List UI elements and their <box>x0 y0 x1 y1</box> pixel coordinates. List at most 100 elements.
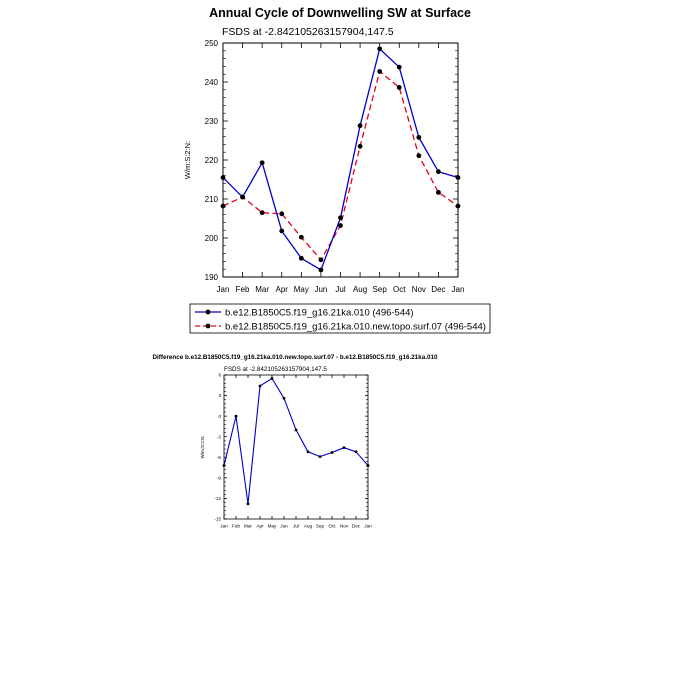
legend-marker-2 <box>205 323 211 329</box>
chart2-xtick-label: Sep <box>316 524 325 529</box>
chart1-series-0-point <box>357 123 363 129</box>
chart1-series-0-point <box>259 160 265 166</box>
chart1-xtick-label: Apr <box>276 285 289 294</box>
chart1-series-1-point <box>377 69 383 74</box>
chart1-xtick-label: Jun <box>314 285 327 294</box>
chart1-xtick-label: Nov <box>412 285 426 294</box>
chart2-series-0-point <box>306 450 310 454</box>
chart1-series-0-point <box>436 169 441 175</box>
legend-box <box>189 303 491 334</box>
chart1-series-0-point <box>396 64 402 70</box>
chart2-xtick-label: Aug <box>304 524 313 529</box>
chart2-xtick-label: Feb <box>232 524 240 529</box>
chart1-series-1-point <box>338 223 343 228</box>
chart1-series-0-point <box>240 194 245 200</box>
chart2-series-0-point <box>330 451 334 454</box>
chart1-ytick-label: 220 <box>205 156 219 165</box>
chart1-legend: b.e12.B1850C5.f19_g16.21ka.010 (496-544)… <box>189 303 491 334</box>
chart1-series-0-point <box>298 255 304 261</box>
chart1-title: Annual Cycle of Downwelling SW at Surfac… <box>209 6 471 20</box>
chart1-series-0-point <box>416 134 422 140</box>
chart1-ytick-label: 250 <box>205 39 219 48</box>
annual-cycle-chart: Annual Cycle of Downwelling SW at Surfac… <box>183 6 471 294</box>
chart1-xtick-label: Mar <box>255 285 269 294</box>
chart2-xtick-label: Jun <box>280 524 288 529</box>
chart1-ytick-label: 210 <box>205 195 219 204</box>
chart2-series <box>222 377 370 506</box>
chart1-series-1-point <box>416 153 422 159</box>
chart2-xtick-label: Apr <box>256 524 264 529</box>
chart2-ytick-label: -9 <box>217 475 222 480</box>
chart2-title: Difference b.e12.B1850C5.f19_g16.21ka.01… <box>152 354 438 361</box>
chart2-ytick-label: 0 <box>218 414 221 419</box>
chart2-xtick-label: Jan <box>220 524 228 529</box>
chart1-xtick-label: Feb <box>236 285 250 294</box>
chart2-ytick-label: -15 <box>214 517 221 522</box>
chart1-series-0-point <box>279 228 285 234</box>
chart2-ytick-label: -3 <box>217 434 222 439</box>
chart1-series-0-point <box>338 215 343 221</box>
chart2-xtick-label: Dec <box>352 524 361 529</box>
chart1-xtick-label: Sep <box>373 285 388 294</box>
chart2-ytick-label: -6 <box>217 455 222 460</box>
chart2-plot-frame <box>223 374 369 520</box>
chart1-ytick-label: 230 <box>205 117 219 126</box>
chart2-ylabel: W/m:S:2:N: <box>200 435 205 458</box>
chart1-series-0-line <box>222 48 459 271</box>
legend-marker-1 <box>205 309 211 315</box>
chart1-series-1-line <box>222 70 459 261</box>
chart2-xtick-label: Mar <box>244 524 252 529</box>
chart2-xtick-label: Nov <box>340 524 349 529</box>
chart2-series-0-point <box>270 377 274 380</box>
chart1-series-1-point <box>436 189 441 195</box>
chart1-series-1-point <box>396 85 402 90</box>
chart2-ytick-label: -12 <box>214 496 221 501</box>
chart1-xtick-label: Aug <box>353 285 367 294</box>
chart2-series-0-point <box>246 502 250 506</box>
chart2-series-0-point <box>234 414 238 418</box>
chart2-series-0-point <box>258 384 262 388</box>
chart1-ytick-label: 200 <box>205 234 219 243</box>
chart1-ytick-label: 240 <box>205 78 219 87</box>
chart2-series-0-point <box>318 455 322 458</box>
chart2-subtitle: FSDS at -2.842105263157904,147.5 <box>224 366 327 373</box>
chart2-xtick-label: May <box>268 524 277 529</box>
legend-label-1: b.e12.B1850C5.f19_g16.21ka.010 (496-544) <box>225 308 414 319</box>
chart1-series-1-point <box>279 211 285 217</box>
chart1-series-0-point <box>220 175 226 180</box>
chart1-series-1-point <box>220 203 226 209</box>
chart1-xtick-label: Jan <box>452 285 465 294</box>
chart1-series <box>220 46 461 273</box>
chart1-series-1-point <box>357 143 363 149</box>
chart1-ylabel: W/m:S:2:N: <box>183 141 192 179</box>
chart1-plot-frame <box>222 42 459 278</box>
chart1-series-0-point <box>377 46 383 52</box>
chart1-xtick-label: Dec <box>431 285 445 294</box>
chart2-ytick-label: 6 <box>218 373 221 378</box>
chart1-series-0-point <box>455 175 461 180</box>
chart2-series-0-point <box>294 428 298 432</box>
chart1-series-1-point <box>455 203 461 209</box>
chart1-series-1-point <box>298 234 304 240</box>
difference-chart: Difference b.e12.B1850C5.f19_g16.21ka.01… <box>152 354 438 529</box>
chart2-series-0-point <box>366 464 370 467</box>
chart1-axes: 190 200 210 220 230 240 250 Jan Feb Mar Apr May Jun J… <box>205 39 465 294</box>
chart1-ytick-label: 190 <box>205 273 219 282</box>
chart1-series-1-point <box>318 257 324 263</box>
chart2-series-0-point <box>342 446 346 450</box>
legend-label-2: b.e12.B1850C5.f19_g16.21ka.010.new.topo.… <box>225 322 486 333</box>
chart1-xtick-label: Oct <box>393 285 406 294</box>
chart2-ytick-label: 3 <box>218 393 221 398</box>
chart2-xtick-label: Jul <box>293 524 299 529</box>
chart2-series-0-line <box>223 377 369 505</box>
chart1-xtick-label: Jan <box>217 285 230 294</box>
chart1-xtick-label: May <box>294 285 309 294</box>
chart1-series-0-point <box>318 267 324 273</box>
chart1-xtick-label: Jul <box>335 285 345 294</box>
chart1-subtitle: FSDS at -2.842105263157904,147.5 <box>222 26 394 38</box>
chart2-xtick-label: Jan <box>364 524 372 529</box>
chart2-series-0-point <box>222 464 226 467</box>
chart2-series-0-point <box>354 450 358 454</box>
chart1-series-1-point <box>259 210 265 216</box>
